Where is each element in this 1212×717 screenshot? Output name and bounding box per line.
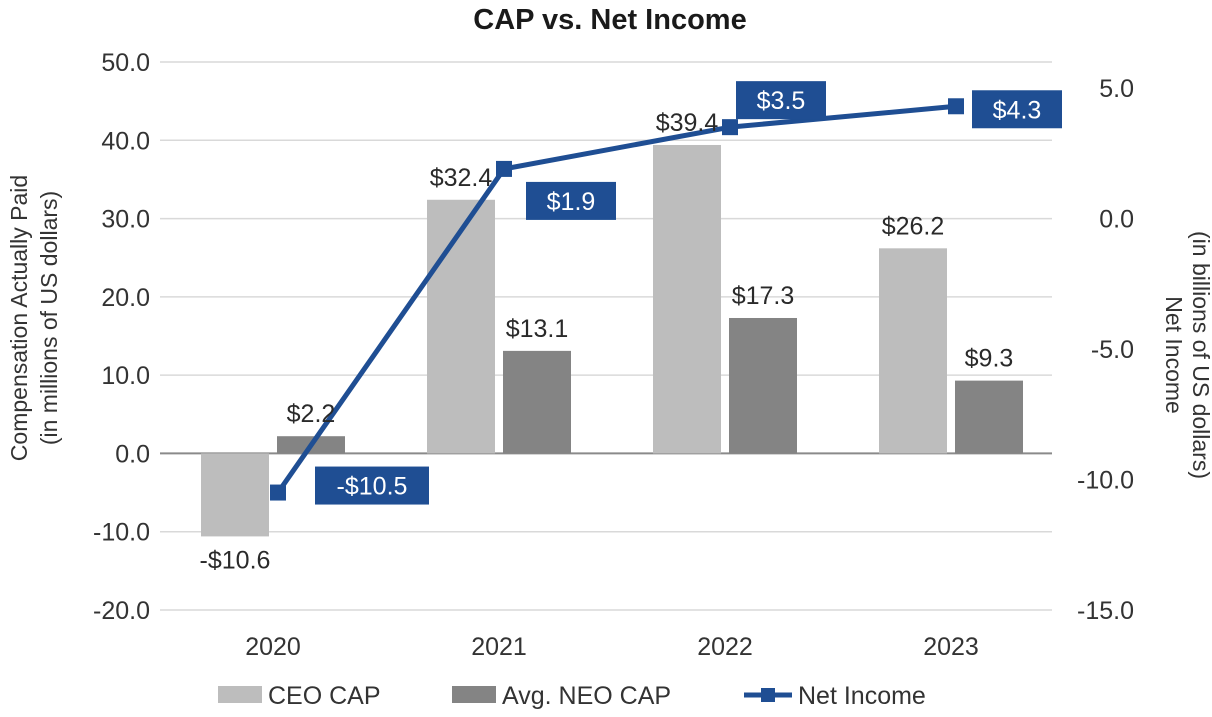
- x-tick-label: 2021: [471, 633, 527, 661]
- legend-marker-net-income: [761, 688, 775, 702]
- right-axis-title-line2: (in billions of US dollars): [1188, 231, 1212, 479]
- right-tick-label: -10.0: [1077, 467, 1134, 495]
- x-tick-label: 2022: [697, 633, 753, 661]
- left-tick-label: 30.0: [101, 206, 150, 234]
- net-income-line: [270, 98, 964, 501]
- bar-data-label: $13.1: [506, 315, 569, 343]
- data-labels: -$10.6 $32.4 $39.4 $26.2 $2.2 $13.1 $17.3 $9.3 -…: [200, 81, 1062, 574]
- bar-data-label: $9.3: [965, 345, 1014, 373]
- net-income-data-label: $4.3: [993, 96, 1042, 124]
- net-income-marker: [496, 160, 512, 177]
- legend-label-ceo-cap: CEO CAP: [268, 682, 381, 710]
- left-axis-title-line1: Compensation Actually Paid: [6, 175, 32, 461]
- bar-data-label: -$10.6: [200, 546, 271, 574]
- bar-data-label: $39.4: [656, 109, 719, 137]
- net-income-label-box: [526, 181, 616, 220]
- bar: [201, 453, 269, 537]
- left-tick-label: -10.0: [93, 519, 150, 547]
- bar: [653, 144, 721, 454]
- bar-data-label: $26.2: [882, 212, 945, 240]
- legend-label-net-income: Net Income: [798, 682, 926, 710]
- right-tick-label: -5.0: [1091, 336, 1134, 364]
- net-income-data-label: $1.9: [547, 188, 596, 216]
- bar: [503, 350, 571, 454]
- net-income-polyline: [275, 103, 957, 494]
- bar-data-label: $2.2: [287, 400, 336, 428]
- left-tick-label: -20.0: [93, 597, 150, 625]
- bar: [729, 317, 797, 454]
- chart-title: CAP vs. Net Income: [473, 4, 746, 36]
- left-tick-label: 40.0: [101, 127, 150, 155]
- right-tick-label: -15.0: [1077, 597, 1134, 625]
- net-income-marker: [948, 98, 964, 115]
- bar-data-label: $32.4: [430, 164, 493, 192]
- net-income-marker: [722, 119, 738, 136]
- left-axis-ticks: 50.0 40.0 30.0 20.0 10.0 0.0 -10.0 -20.0: [93, 49, 150, 625]
- legend-label-avg-neo-cap: Avg. NEO CAP: [502, 682, 671, 710]
- legend: CEO CAP Avg. NEO CAP Net Income: [218, 682, 926, 710]
- x-axis-labels: 2020 2021 2022 2023: [245, 633, 979, 661]
- x-tick-label: 2023: [923, 633, 979, 661]
- bars: [201, 144, 1023, 537]
- right-tick-label: 0.0: [1099, 206, 1134, 234]
- bar: [427, 199, 495, 454]
- right-tick-label: 5.0: [1099, 75, 1134, 103]
- legend-swatch-avg-neo-cap: [452, 686, 496, 703]
- right-axis-ticks: 5.0 0.0 -5.0 -10.0 -15.0: [1077, 75, 1134, 625]
- legend-swatch-ceo-cap: [218, 686, 262, 703]
- bar: [955, 380, 1023, 454]
- left-axis-title-line2: (in millions of US dollars): [36, 191, 62, 445]
- net-income-data-label: -$10.5: [337, 473, 408, 501]
- net-income-data-label: $3.5: [757, 87, 806, 115]
- net-income-marker: [270, 484, 286, 501]
- net-income-label-box: [972, 90, 1062, 129]
- left-tick-label: 50.0: [101, 49, 150, 77]
- net-income-label-box: [736, 81, 826, 120]
- left-tick-label: 10.0: [101, 362, 150, 390]
- bar-data-label: $17.3: [732, 282, 795, 310]
- bar: [879, 248, 947, 454]
- left-tick-label: 20.0: [101, 284, 150, 312]
- x-tick-label: 2020: [245, 633, 301, 661]
- right-axis-title-line1: Net Income: [1161, 296, 1187, 414]
- left-tick-label: 0.0: [115, 440, 150, 468]
- net-income-label-box: [315, 466, 429, 505]
